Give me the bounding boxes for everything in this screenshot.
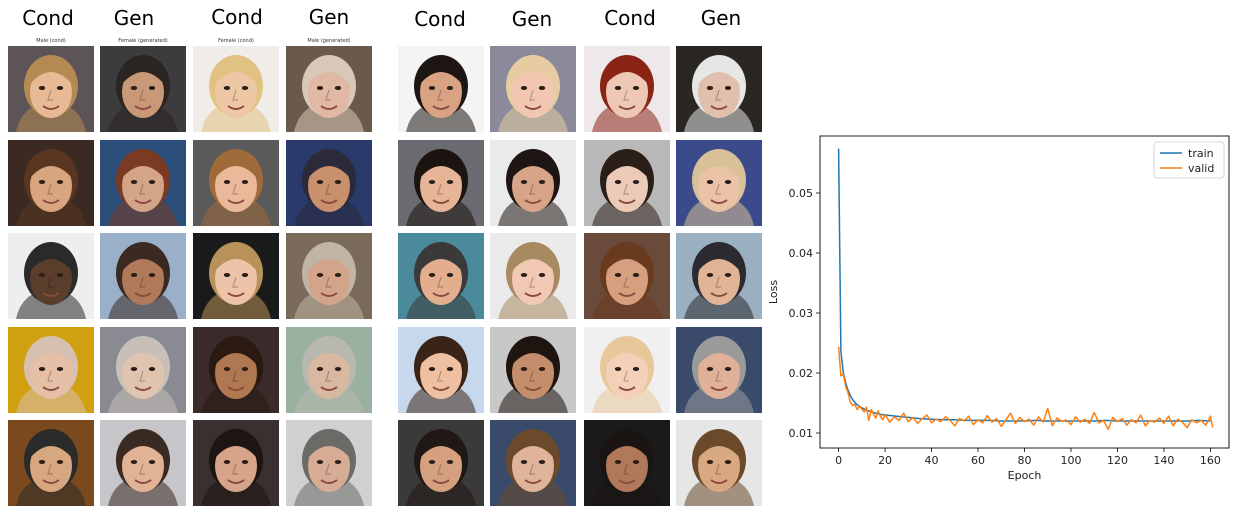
face-image	[490, 327, 576, 413]
face-image	[100, 420, 186, 506]
x-tick-label: 160	[1200, 454, 1221, 467]
grid2-header-cond-1: Cond	[414, 7, 466, 31]
face-image	[676, 233, 762, 319]
face-image	[676, 46, 762, 132]
face-image	[193, 420, 279, 506]
face-image	[490, 46, 576, 132]
face-image	[193, 233, 279, 319]
x-tick-label: 80	[1018, 454, 1032, 467]
y-tick-label: 0.05	[789, 187, 814, 200]
face-image	[398, 233, 484, 319]
grid1-subtitle-3: Female (cond)	[218, 38, 254, 44]
face-image	[100, 140, 186, 226]
x-tick-label: 120	[1107, 454, 1128, 467]
grid2-header-gen-1: Gen	[511, 7, 553, 31]
face-image	[193, 46, 279, 132]
face-image	[100, 46, 186, 132]
x-tick-label: 60	[971, 454, 985, 467]
series-line-valid	[837, 346, 1214, 431]
face-image	[286, 140, 372, 226]
x-tick-label: 100	[1060, 454, 1081, 467]
y-tick-label: 0.04	[789, 247, 814, 260]
y-tick-label: 0.01	[789, 427, 814, 440]
x-tick-label: 140	[1153, 454, 1174, 467]
face-image	[193, 327, 279, 413]
face-image	[490, 233, 576, 319]
plot-frame	[819, 135, 1230, 449]
grid1-subtitle-4: Male (generated)	[307, 38, 351, 44]
face-image	[584, 420, 670, 506]
face-image	[398, 140, 484, 226]
face-image	[584, 233, 670, 319]
face-image	[676, 420, 762, 506]
loss-chart-svg: 0 20 40 60 80 100 120 140 160 0.01 0.02 0.03 0.04 0.0…	[767, 135, 1230, 482]
x-tick-label: 0	[835, 454, 842, 467]
x-tick-label: 40	[925, 454, 939, 467]
face-image	[286, 233, 372, 319]
face-image	[8, 327, 94, 413]
face-image	[584, 327, 670, 413]
x-axis-label: Epoch	[1008, 469, 1042, 482]
legend-box	[1153, 141, 1225, 179]
face-image	[490, 420, 576, 506]
face-image	[398, 420, 484, 506]
face-image	[100, 327, 186, 413]
face-image	[8, 46, 94, 132]
face-image	[100, 233, 186, 319]
grid1-header-gen-2: Gen	[308, 5, 350, 29]
y-tick-label: 0.03	[789, 307, 814, 320]
x-tick-label: 20	[878, 454, 892, 467]
face-image	[398, 327, 484, 413]
grid2-header-gen-2: Gen	[700, 6, 742, 30]
grid2-header-cond-2: Cond	[604, 6, 656, 30]
y-axis-label: Loss	[767, 280, 780, 304]
grid1-subtitle-1: Male (cond)	[36, 38, 66, 44]
face-image	[676, 327, 762, 413]
face-image	[193, 140, 279, 226]
face-image	[286, 327, 372, 413]
grid1-subtitle-2: Female (generated)	[118, 38, 168, 44]
legend-label-valid: valid	[1188, 162, 1214, 175]
grid1-header-cond-2: Cond	[211, 5, 263, 29]
grid1-header-cond-1: Cond	[22, 6, 74, 30]
face-image	[8, 140, 94, 226]
face-image	[8, 420, 94, 506]
grid1-header-gen-1: Gen	[113, 6, 155, 30]
y-tick-label: 0.02	[789, 367, 814, 380]
face-image	[398, 46, 484, 132]
face-image	[490, 140, 576, 226]
face-image	[584, 46, 670, 132]
legend-label-train: train	[1188, 147, 1214, 160]
face-image	[8, 233, 94, 319]
loss-chart: 0 20 40 60 80 100 120 140 160 0.01 0.02 0.03 0.04 0.0…	[764, 130, 1236, 490]
face-image	[584, 140, 670, 226]
face-image	[676, 140, 762, 226]
face-image	[286, 46, 372, 132]
series-line-train	[837, 148, 1211, 422]
face-image	[286, 420, 372, 506]
